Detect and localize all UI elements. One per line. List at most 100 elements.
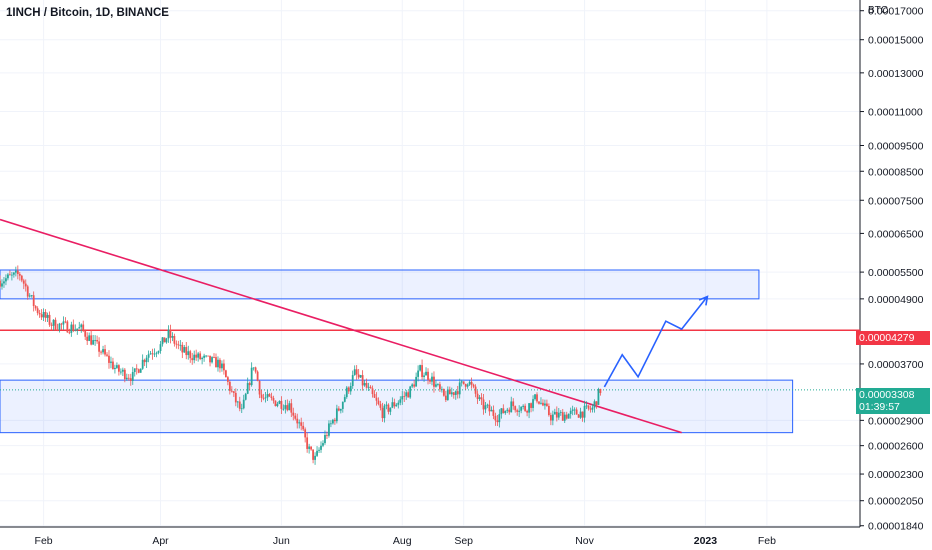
candle-body (547, 405, 550, 416)
candle-body (389, 407, 392, 412)
candle-body (112, 361, 114, 370)
price-tick-label: 0.00002600 (868, 441, 924, 453)
candle-body (260, 394, 263, 398)
candle-body (504, 410, 507, 414)
price-tick-label: 0.00007500 (868, 195, 924, 207)
candle-body (355, 369, 358, 375)
candle-body (22, 280, 25, 284)
candle-body (423, 375, 425, 377)
candle-body (60, 323, 63, 325)
candle-body (64, 321, 67, 323)
candle-body (199, 353, 202, 360)
candle-body (193, 354, 196, 361)
candle-body (577, 414, 580, 418)
candle-body (333, 419, 336, 422)
candle-body (205, 355, 207, 357)
candle-body (145, 357, 148, 363)
candle-body (16, 270, 19, 274)
candle-body (335, 408, 338, 422)
candle-body (306, 437, 309, 449)
candle-body (314, 455, 316, 460)
candle-body (510, 401, 513, 413)
candle-body (96, 340, 98, 342)
price-tick-label: 0.00003700 (868, 359, 924, 371)
candle-body (555, 411, 558, 418)
candle-body (442, 389, 445, 396)
candle-body (213, 357, 215, 358)
candle-body (234, 392, 237, 403)
candle-body (116, 365, 118, 368)
price-tick-label: 0.00002050 (868, 496, 924, 508)
candle-body (383, 405, 386, 419)
candle-body (532, 399, 534, 408)
candle-body (74, 329, 77, 331)
candle-body (318, 449, 320, 451)
candle-body (123, 369, 126, 380)
candle-body (401, 396, 404, 400)
time-tick-label: Jun (273, 535, 290, 547)
candle-body (395, 404, 398, 407)
candle-body (496, 420, 499, 423)
price-tick-label: 0.00008500 (868, 166, 924, 178)
candle-body (262, 397, 265, 399)
candle-body (242, 399, 245, 409)
downtrend-line (0, 218, 682, 434)
candle-body (54, 319, 57, 330)
candle-body (143, 359, 146, 363)
candle-body (579, 411, 582, 418)
time-tick-label: 2023 (694, 535, 718, 547)
candle-body (217, 359, 219, 368)
candle-body (100, 351, 102, 353)
candle-body (66, 321, 69, 333)
candle-body (258, 380, 261, 395)
candle-body (431, 376, 433, 382)
candle-body (433, 376, 435, 387)
candle-body (546, 403, 548, 406)
candle-body (223, 363, 225, 371)
candle-body (581, 411, 584, 418)
price-tick-label: 0.00001840 (868, 521, 924, 533)
candle-body (48, 314, 51, 325)
candle-body (559, 412, 562, 413)
candle-body (256, 371, 259, 381)
candle-body (492, 409, 495, 416)
candle-body (153, 353, 156, 355)
time-tick-label: Feb (35, 535, 53, 547)
candle-body (324, 434, 326, 444)
candle-body (232, 391, 235, 393)
candle-body (565, 414, 568, 419)
candle-body (490, 409, 493, 412)
candle-body (94, 340, 97, 341)
candle-body (294, 415, 297, 419)
candle-body (413, 384, 416, 387)
candle-body (26, 286, 29, 297)
candle-body (127, 377, 130, 379)
candle-body (114, 367, 116, 370)
candle-body (308, 446, 311, 449)
candle-body (563, 414, 566, 421)
candle-body (224, 370, 227, 378)
candle-body (349, 385, 352, 392)
candle-body (460, 381, 463, 383)
candle-body (369, 386, 372, 389)
candle-body (500, 408, 503, 415)
candle-body (429, 380, 431, 382)
candle-body (472, 384, 475, 387)
candle-body (137, 369, 140, 373)
candle-body (246, 383, 249, 394)
candle-body (173, 336, 176, 344)
candle-body (24, 283, 27, 287)
candle-body (155, 352, 158, 354)
candlestick-series (0, 265, 602, 465)
candle-body (0, 280, 1, 287)
candle-body (159, 344, 162, 351)
price-tick-label: 0.00002900 (868, 415, 924, 427)
time-tick-label: Apr (152, 535, 169, 547)
candle-body (121, 369, 124, 372)
candle-body (68, 332, 71, 334)
candle-body (290, 403, 293, 413)
candle-body (70, 324, 73, 333)
candle-body (248, 383, 251, 386)
candle-body (240, 408, 243, 410)
